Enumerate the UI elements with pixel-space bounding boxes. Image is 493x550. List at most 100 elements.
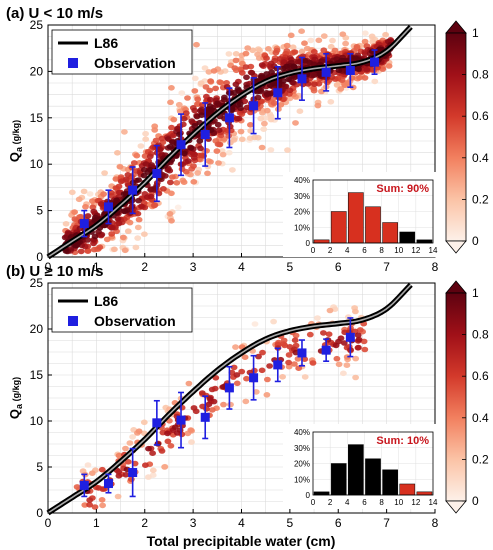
- panel-b-scatter-point: [208, 386, 216, 393]
- panel-b-y-tick-label: 15: [30, 368, 44, 382]
- panel-a-scatter-point: [344, 80, 351, 86]
- panel-a-scatter-point: [225, 149, 233, 156]
- panel-a-inset-x-tick-label: 14: [429, 246, 438, 255]
- panel-a-scatter-point: [197, 80, 205, 86]
- panel-a-scatter-point: [142, 130, 150, 137]
- panel-b-scatter-point: [149, 467, 157, 474]
- panel-a-scatter-point: [254, 94, 262, 101]
- panel-a-inset-bar: [330, 211, 347, 244]
- panel-a-scatter-point: [84, 213, 92, 219]
- panel-b-scatter-point: [73, 484, 81, 490]
- panel-a-inset-bar: [399, 231, 416, 244]
- panel-b-scatter-point: [98, 497, 106, 503]
- panel-a-scatter-point: [352, 55, 360, 61]
- panel-b-inset-frame: [312, 431, 434, 496]
- panel-a-scatter-point: [89, 198, 96, 204]
- panel-b-scatter-point: [122, 445, 129, 452]
- panel-b-inset-x-tick-label: 12: [411, 498, 420, 507]
- panel-b-inset-x-tick-label: 4: [345, 498, 350, 507]
- panel-a-scatter-point: [61, 234, 69, 241]
- panel-a-scatter-point: [142, 136, 150, 142]
- panel-b-scatter-point: [95, 485, 103, 491]
- panel-a-scatter-point: [124, 172, 132, 178]
- panel-a-scatter-point: [291, 49, 299, 55]
- panel-a-scatter-point: [191, 123, 199, 129]
- panel-a-scatter-point: [169, 139, 176, 145]
- panel-a-scatter-point: [231, 89, 239, 96]
- panel-a-scatter-point: [258, 144, 266, 151]
- panel-a-scatter-point: [379, 66, 387, 72]
- panel-a-scatter-point: [307, 37, 315, 44]
- panel-a-inset-bar: [416, 239, 433, 244]
- panel-a-observation-marker: [176, 140, 186, 150]
- panel-b-y-tick-label: 0: [36, 506, 43, 520]
- panel-b-scatter-point: [206, 396, 214, 402]
- panel-b-x-tick-label: 0: [45, 516, 52, 530]
- panel-a-scatter-point: [238, 70, 246, 76]
- panel-b-scatter-point: [325, 331, 333, 338]
- panel-a-scatter-point: [331, 47, 339, 54]
- panel-b-scatter-point: [122, 472, 130, 478]
- panel-a-inset-x-tick-label: 0: [311, 246, 316, 255]
- panel-a-scatter-point: [170, 132, 177, 139]
- panel-a-scatter-point: [111, 246, 118, 253]
- panel-b-scatter-point: [208, 407, 216, 413]
- panel-b-colorbar-tick-label: 0.8: [472, 328, 489, 342]
- panel-a-legend: L86 Observation: [51, 29, 193, 75]
- panel-a-inset-bar: [348, 192, 364, 244]
- panel-b-x-tick-label: 3: [190, 516, 197, 530]
- panel-a-scatter-point: [75, 196, 83, 203]
- panel-b-inset-y-tick-label: 10%: [294, 475, 310, 484]
- panel-b-scatter-point: [164, 430, 171, 437]
- panel-a-scatter-point: [237, 128, 245, 135]
- panel-a-scatter-point: [135, 197, 143, 204]
- panel-a-colorbar-bottom-arrow: [445, 240, 467, 254]
- panel-b-inset: 0 10% 20% 30% 40% 0 2 4 6 8 10 12 14 Sum: 10%: [283, 424, 438, 509]
- panel-a-scatter-point: [318, 88, 325, 95]
- panel-b-scatter-point: [355, 344, 362, 351]
- panel-b-scatter-point: [227, 401, 234, 408]
- panel-a-scatter-point: [130, 160, 138, 166]
- panel-a-scatter-point: [86, 191, 94, 197]
- panel-a-scatter-point: [182, 110, 190, 116]
- panel-a-observation-marker: [224, 113, 234, 123]
- panel-a-scatter-point: [257, 115, 265, 122]
- panel-a-scatter-point: [135, 216, 143, 223]
- panel-a-scatter-point: [169, 174, 176, 180]
- panel-a-scatter-point: [263, 107, 271, 114]
- panel-b-x-tick-label: 8: [432, 516, 439, 530]
- panel-a-scatter-point: [265, 46, 272, 52]
- panel-b-inset-annotation: Sum: 10%: [376, 435, 429, 447]
- panel-a-scatter-point: [243, 104, 251, 111]
- panel-a-scatter-point: [180, 150, 188, 157]
- panel-a-scatter-point: [215, 160, 222, 166]
- panel-a-y-tick-label: 25: [30, 18, 44, 32]
- panel-a-scatter-point: [121, 247, 129, 254]
- panel-b-scatter-point: [343, 354, 351, 360]
- panel-a-scatter-point: [146, 153, 154, 160]
- panel-a-scatter-point: [272, 49, 280, 56]
- panel-b-colorbar-tick-label: 0.2: [472, 452, 489, 466]
- panel-a-scatter-point: [382, 31, 389, 38]
- panel-a-observation-marker: [103, 202, 113, 212]
- panel-a-scatter-point: [134, 235, 142, 241]
- panel-b-scatter-point: [301, 356, 309, 363]
- panel-a-inset-y-tick-label: 20%: [294, 208, 310, 217]
- panel-a-scatter-point: [301, 40, 308, 46]
- panel-b-y-tick-label: 10: [30, 414, 44, 428]
- panel-b-x-ticks: 0 1 2 3 4 5 6 7 8: [45, 509, 439, 530]
- panel-a-scatter-point: [315, 37, 323, 44]
- panel-a-scatter-point: [134, 224, 142, 231]
- panel-a-scatter-point: [212, 85, 220, 92]
- panel-b-scatter-point: [187, 427, 195, 433]
- panel-b-y-label: Qa (g/kg): [7, 377, 24, 419]
- panel-b-scatter-point: [145, 445, 152, 452]
- panel-a-scatter-point: [187, 145, 195, 151]
- panel-b-colorbar-tick-label: 0.6: [472, 369, 489, 383]
- panel-b-x-tick-label: 6: [335, 516, 342, 530]
- panel-b-scatter-point: [343, 362, 351, 369]
- panel-a-scatter-point: [160, 186, 167, 192]
- panel-a-scatter-point: [296, 108, 304, 114]
- panel-a-scatter-point: [258, 74, 266, 80]
